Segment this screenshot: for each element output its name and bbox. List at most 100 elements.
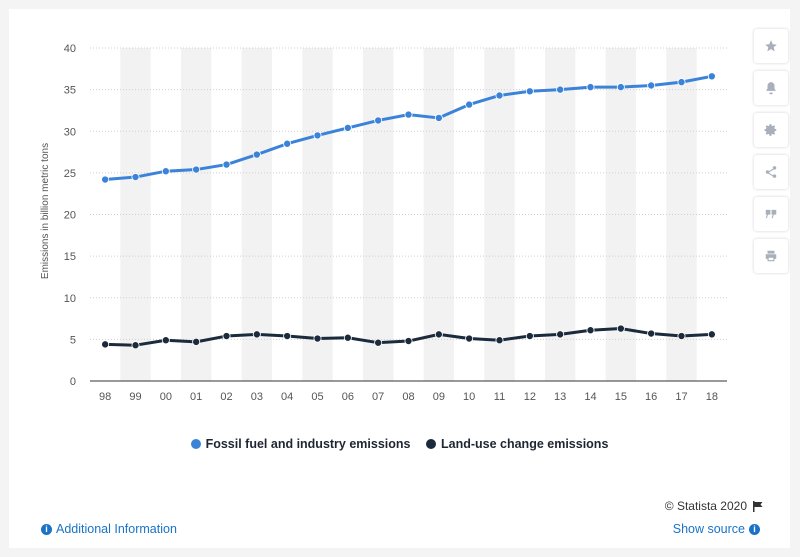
x-tick-label: 17	[675, 391, 687, 403]
data-point[interactable]	[343, 123, 352, 132]
quote-icon	[765, 209, 777, 219]
chart-card: 0 5 10 15 20 25 30 35 40 98 99 00 01 02 03 04 05 06 07 08 0…	[9, 9, 790, 548]
x-tick-label: 00	[160, 391, 172, 403]
y-tick-label: 25	[64, 168, 76, 180]
band	[181, 48, 212, 381]
data-point[interactable]	[374, 116, 383, 125]
star-icon	[765, 40, 777, 52]
legend-label-landuse: Land-use change emissions	[440, 437, 609, 451]
data-point[interactable]	[404, 110, 413, 119]
x-tick-label: 12	[524, 391, 536, 403]
x-tick-label: 06	[342, 391, 354, 403]
legend-item-fossil[interactable]: Fossil fuel and industry emissions	[190, 437, 411, 451]
legend-marker-fossil	[190, 439, 201, 449]
data-point[interactable]	[161, 336, 170, 345]
data-point[interactable]	[222, 160, 231, 169]
data-point[interactable]	[677, 332, 686, 341]
print-button[interactable]	[754, 239, 788, 273]
data-point[interactable]	[404, 337, 413, 346]
data-point[interactable]	[313, 131, 322, 140]
share-icon	[765, 166, 777, 178]
data-point[interactable]	[434, 113, 443, 122]
data-point[interactable]	[252, 330, 261, 339]
print-icon	[765, 250, 777, 262]
data-point[interactable]	[616, 324, 625, 333]
y-tick-label: 0	[70, 376, 76, 388]
chart-legend: Fossil fuel and industry emissions Land-…	[9, 437, 790, 452]
data-point[interactable]	[192, 165, 201, 174]
data-point[interactable]	[374, 338, 383, 347]
show-source-link[interactable]: Show source i	[673, 522, 764, 536]
data-point[interactable]	[707, 72, 716, 81]
flag-icon[interactable]	[752, 500, 764, 512]
x-tick-label: 01	[190, 391, 202, 403]
x-tick-label: 04	[281, 391, 293, 403]
y-tick-label: 10	[64, 293, 76, 305]
data-point[interactable]	[495, 336, 504, 345]
data-point[interactable]	[343, 333, 352, 342]
y-tick-label: 5	[70, 334, 76, 346]
notification-button[interactable]	[754, 71, 788, 105]
series-group	[101, 72, 716, 350]
data-point[interactable]	[556, 85, 565, 94]
legend-item-landuse[interactable]: Land-use change emissions	[425, 437, 609, 451]
y-tick-label: 30	[64, 126, 76, 138]
data-point[interactable]	[647, 329, 656, 338]
x-tick-label: 09	[433, 391, 445, 403]
data-point[interactable]	[222, 332, 231, 341]
y-tick-label: 40	[64, 43, 76, 55]
data-point[interactable]	[192, 337, 201, 346]
data-point[interactable]	[677, 78, 686, 87]
data-point[interactable]	[101, 175, 110, 184]
data-point[interactable]	[131, 341, 140, 350]
gear-icon	[764, 124, 777, 136]
data-point[interactable]	[161, 167, 170, 176]
data-point[interactable]	[647, 81, 656, 90]
x-tick-label: 98	[99, 391, 111, 403]
x-tick-label: 15	[615, 391, 627, 403]
x-tick-label: 08	[402, 391, 414, 403]
favorite-button[interactable]	[754, 29, 788, 63]
chart-toolbar	[754, 29, 788, 281]
info-icon: i	[749, 523, 760, 535]
data-point[interactable]	[707, 330, 716, 339]
data-point[interactable]	[495, 91, 504, 100]
data-point[interactable]	[131, 173, 140, 182]
data-point[interactable]	[252, 150, 261, 159]
copyright-text: © Statista 2020	[664, 499, 747, 513]
data-point[interactable]	[556, 330, 565, 339]
data-point[interactable]	[525, 332, 534, 341]
cite-button[interactable]	[754, 197, 788, 231]
data-point[interactable]	[586, 83, 595, 92]
data-point[interactable]	[283, 139, 292, 148]
data-point[interactable]	[525, 87, 534, 96]
x-tick-label: 14	[584, 391, 596, 403]
data-point[interactable]	[465, 100, 474, 109]
show-source-label: Show source	[672, 522, 745, 536]
data-point[interactable]	[434, 330, 443, 339]
x-tick-label: 02	[220, 391, 232, 403]
y-axis-label: Emissions in billion metric tons	[40, 143, 51, 279]
x-tick-label: 13	[554, 391, 566, 403]
data-point[interactable]	[586, 326, 595, 335]
data-point[interactable]	[101, 340, 110, 349]
additional-info-label: Additional Information	[56, 522, 177, 536]
y-tick-label: 35	[64, 85, 76, 97]
settings-button[interactable]	[754, 113, 788, 147]
legend-label-fossil: Fossil fuel and industry emissions	[205, 437, 411, 451]
x-tick-label: 07	[372, 391, 384, 403]
x-axis-ticks: 98 99 00 01 02 03 04 05 06 07 08 09 10 11 12 13 14 15 16 17…	[99, 391, 718, 403]
x-tick-label: 99	[129, 391, 141, 403]
additional-info-link[interactable]: i Additional Information	[37, 522, 177, 536]
x-tick-label: 18	[706, 391, 718, 403]
data-point[interactable]	[313, 334, 322, 343]
data-point[interactable]	[616, 83, 625, 92]
data-point[interactable]	[465, 334, 474, 343]
copyright: © Statista 2020	[665, 499, 764, 513]
data-point[interactable]	[283, 332, 292, 341]
x-tick-label: 05	[311, 391, 323, 403]
x-tick-label: 03	[251, 391, 263, 403]
share-button[interactable]	[754, 155, 788, 189]
y-axis-ticks: 0 5 10 15 20 25 30 35 40	[64, 43, 76, 388]
